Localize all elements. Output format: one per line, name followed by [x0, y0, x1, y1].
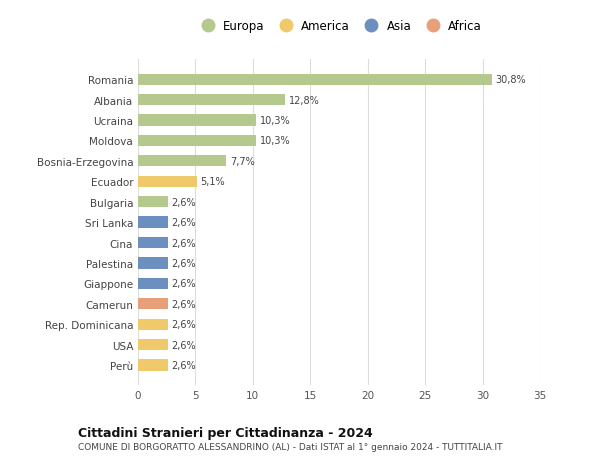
- Text: 30,8%: 30,8%: [495, 75, 526, 85]
- Text: 2,6%: 2,6%: [172, 238, 196, 248]
- Bar: [138, 217, 168, 228]
- Text: COMUNE DI BORGORATTO ALESSANDRINO (AL) - Dati ISTAT al 1° gennaio 2024 - TUTTITA: COMUNE DI BORGORATTO ALESSANDRINO (AL) -…: [78, 442, 503, 451]
- Text: 2,6%: 2,6%: [172, 319, 196, 330]
- Text: 2,6%: 2,6%: [172, 258, 196, 269]
- Bar: [138, 319, 168, 330]
- Text: Cittadini Stranieri per Cittadinanza - 2024: Cittadini Stranieri per Cittadinanza - 2…: [78, 426, 373, 439]
- Bar: [138, 258, 168, 269]
- Text: 5,1%: 5,1%: [200, 177, 224, 187]
- Text: 2,6%: 2,6%: [172, 299, 196, 309]
- Bar: [138, 115, 256, 126]
- Bar: [138, 339, 168, 350]
- Text: 7,7%: 7,7%: [230, 157, 254, 167]
- Bar: [138, 298, 168, 310]
- Text: 2,6%: 2,6%: [172, 279, 196, 289]
- Text: 2,6%: 2,6%: [172, 197, 196, 207]
- Text: 2,6%: 2,6%: [172, 360, 196, 370]
- Bar: [138, 74, 492, 86]
- Bar: [138, 196, 168, 208]
- Text: 10,3%: 10,3%: [260, 136, 290, 146]
- Text: 2,6%: 2,6%: [172, 218, 196, 228]
- Bar: [138, 278, 168, 289]
- Bar: [138, 359, 168, 371]
- Legend: Europa, America, Asia, Africa: Europa, America, Asia, Africa: [196, 20, 482, 33]
- Bar: [138, 135, 256, 147]
- Bar: [138, 176, 197, 187]
- Bar: [138, 237, 168, 249]
- Bar: [138, 95, 285, 106]
- Text: 2,6%: 2,6%: [172, 340, 196, 350]
- Text: 12,8%: 12,8%: [289, 95, 319, 106]
- Bar: [138, 156, 226, 167]
- Text: 10,3%: 10,3%: [260, 116, 290, 126]
